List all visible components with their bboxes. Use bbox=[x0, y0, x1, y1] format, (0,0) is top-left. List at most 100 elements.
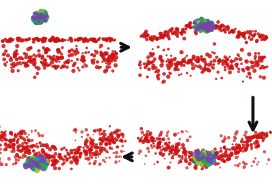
Point bbox=[200, 26, 205, 29]
Point bbox=[38, 17, 43, 20]
Point bbox=[113, 132, 118, 135]
Point bbox=[110, 56, 115, 59]
Point bbox=[29, 60, 33, 63]
Point bbox=[3, 143, 8, 146]
Point bbox=[208, 158, 212, 161]
Point bbox=[13, 155, 17, 158]
Point bbox=[69, 37, 73, 40]
Point bbox=[18, 144, 22, 147]
Point bbox=[58, 57, 62, 60]
Point bbox=[208, 22, 212, 25]
Point bbox=[253, 55, 258, 58]
Point bbox=[193, 25, 197, 28]
Point bbox=[1, 139, 5, 142]
Point bbox=[53, 38, 58, 41]
Point bbox=[57, 167, 61, 170]
Point bbox=[15, 139, 20, 142]
Point bbox=[252, 134, 257, 137]
Point bbox=[42, 17, 46, 20]
Point bbox=[203, 153, 207, 156]
Point bbox=[2, 131, 7, 134]
Point bbox=[33, 36, 38, 40]
Point bbox=[199, 71, 204, 74]
Point bbox=[110, 139, 114, 142]
Point bbox=[144, 138, 148, 141]
Point bbox=[88, 148, 92, 151]
Point bbox=[166, 146, 171, 149]
Point bbox=[229, 30, 234, 33]
Point bbox=[202, 156, 206, 159]
Point bbox=[261, 37, 265, 40]
Point bbox=[160, 34, 164, 37]
Point bbox=[158, 133, 163, 136]
Point bbox=[144, 30, 148, 33]
Point bbox=[32, 40, 36, 43]
Point bbox=[232, 136, 237, 139]
Point bbox=[44, 12, 48, 15]
Point bbox=[27, 139, 31, 142]
Point bbox=[21, 142, 25, 145]
Point bbox=[27, 56, 32, 59]
Point bbox=[225, 58, 229, 61]
Point bbox=[243, 37, 247, 40]
Point bbox=[14, 158, 18, 161]
Point bbox=[163, 34, 167, 37]
Point bbox=[223, 137, 227, 140]
Point bbox=[13, 52, 17, 55]
Point bbox=[143, 163, 147, 166]
Point bbox=[55, 37, 59, 40]
Point bbox=[202, 23, 206, 26]
Point bbox=[14, 135, 18, 138]
Point bbox=[47, 159, 51, 162]
Point bbox=[106, 58, 110, 61]
Point bbox=[58, 40, 62, 43]
Point bbox=[214, 25, 218, 28]
Point bbox=[13, 134, 18, 137]
Point bbox=[13, 132, 17, 135]
Point bbox=[162, 153, 166, 156]
Point bbox=[45, 18, 49, 21]
Point bbox=[33, 161, 38, 164]
Point bbox=[115, 129, 120, 132]
Point bbox=[10, 150, 14, 153]
Point bbox=[39, 17, 44, 20]
Point bbox=[160, 145, 165, 148]
Point bbox=[40, 10, 45, 13]
Point bbox=[154, 36, 158, 39]
Point bbox=[38, 14, 42, 17]
Point bbox=[215, 163, 220, 166]
Point bbox=[265, 131, 269, 134]
Point bbox=[251, 35, 255, 38]
Point bbox=[184, 129, 188, 132]
Point bbox=[180, 154, 185, 157]
Point bbox=[73, 152, 78, 155]
Point bbox=[163, 31, 167, 34]
Point bbox=[234, 132, 238, 135]
Point bbox=[8, 40, 13, 43]
Point bbox=[177, 74, 181, 77]
Point bbox=[233, 137, 238, 140]
Point bbox=[33, 12, 37, 15]
Point bbox=[210, 23, 214, 26]
Point bbox=[52, 65, 57, 68]
Point bbox=[186, 61, 190, 64]
Point bbox=[48, 148, 52, 151]
Point bbox=[43, 15, 47, 18]
Point bbox=[107, 37, 112, 40]
Point bbox=[242, 146, 247, 149]
Point bbox=[204, 30, 209, 33]
Point bbox=[165, 60, 169, 63]
Point bbox=[181, 143, 185, 146]
Point bbox=[34, 161, 38, 164]
Point bbox=[198, 21, 202, 24]
Point bbox=[92, 39, 97, 42]
Point bbox=[109, 38, 114, 41]
Point bbox=[211, 26, 215, 29]
Point bbox=[173, 151, 178, 154]
Point bbox=[44, 19, 48, 22]
Point bbox=[210, 51, 215, 54]
Point bbox=[59, 66, 63, 69]
Point bbox=[41, 56, 45, 59]
Point bbox=[189, 151, 194, 154]
Point bbox=[42, 59, 47, 62]
